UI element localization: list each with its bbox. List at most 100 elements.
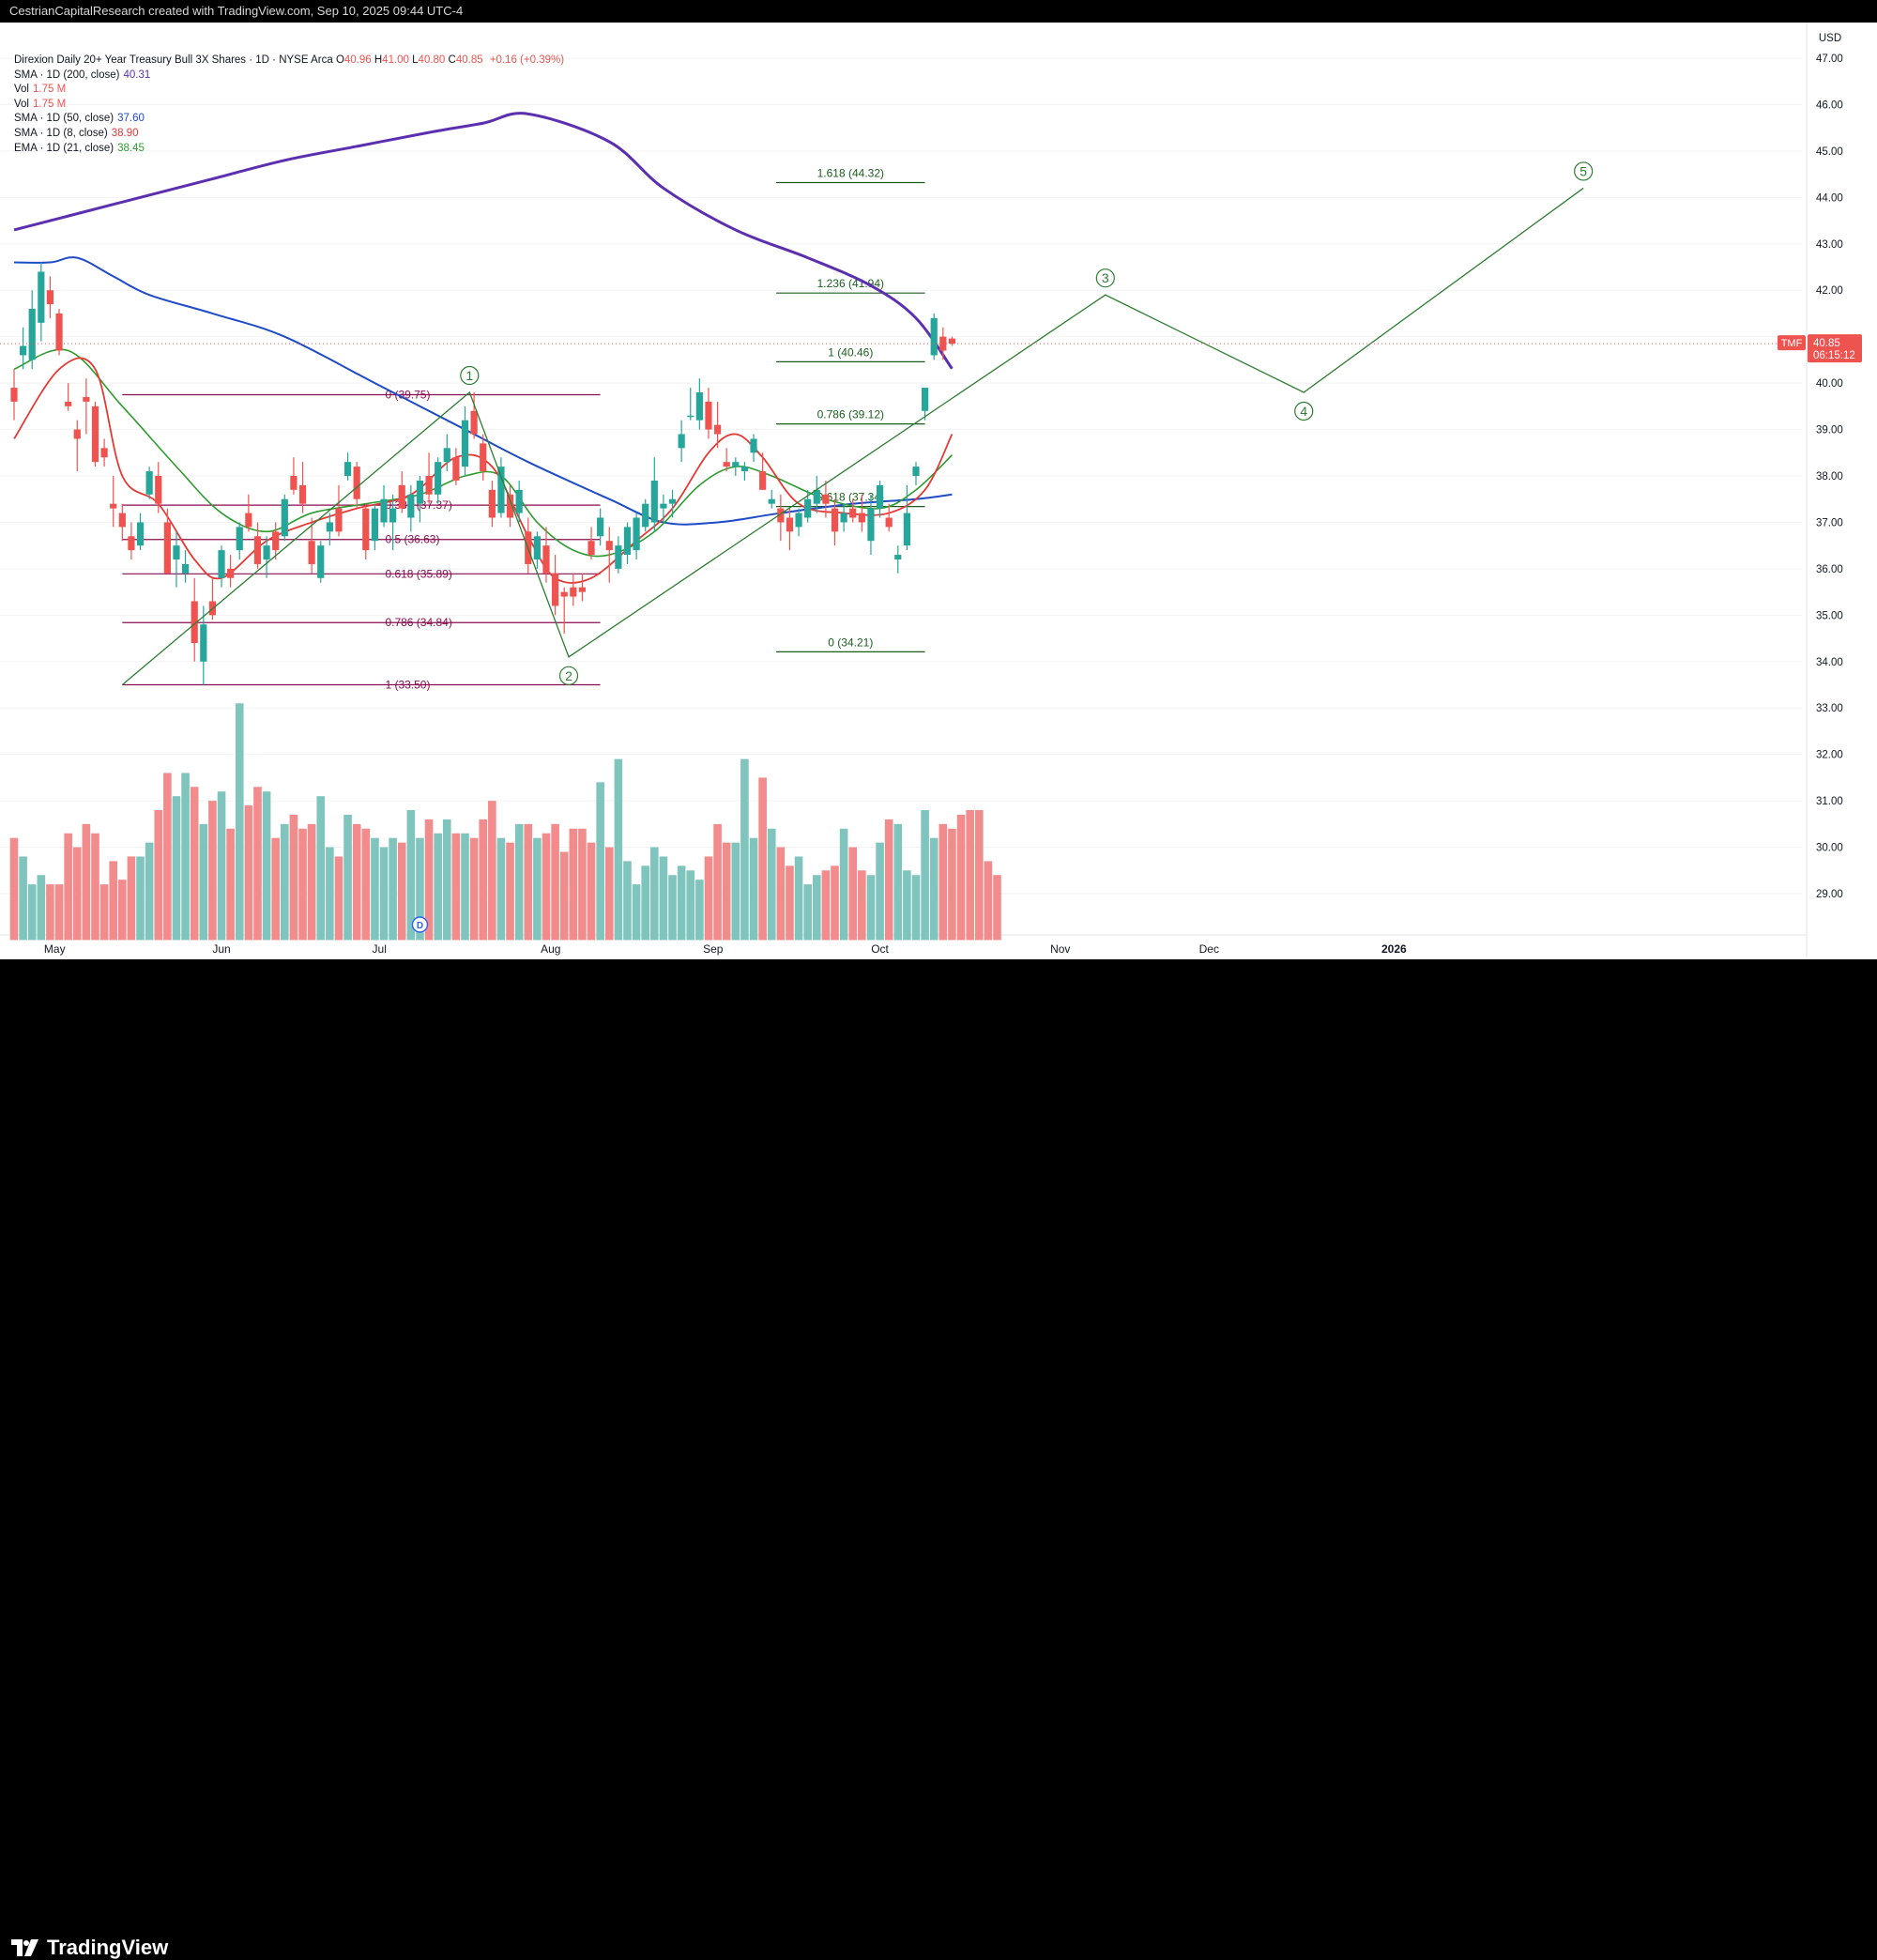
fib-ext-label: 1.236 (41.94): [817, 277, 884, 290]
volume-bar: [559, 851, 569, 941]
volume-bar: [740, 758, 749, 941]
candle: [713, 401, 722, 449]
volume-bar: [722, 842, 731, 941]
price-chart[interactable]: 0 (39.75)0.382 (37.37)0.5 (36.63)0.618 (…: [0, 23, 1877, 959]
candle: [560, 587, 568, 635]
candle: [930, 313, 938, 360]
symbol-tag-text: TMF: [1781, 338, 1803, 349]
volume-bar: [307, 823, 316, 941]
volume-bar: [389, 837, 397, 941]
volume-bar: [767, 828, 776, 941]
last-price-tag: [1808, 334, 1862, 363]
candle: [777, 494, 785, 542]
legend-indicator-value: 38.45: [117, 142, 145, 154]
candle-body: [326, 522, 333, 532]
candle-body: [38, 271, 45, 323]
candle: [425, 452, 433, 504]
candle-body: [272, 531, 280, 551]
candle-body: [253, 536, 262, 564]
candle-body: [876, 484, 884, 509]
volume-bar: [542, 833, 551, 941]
candle-body: [452, 457, 460, 481]
fib-extension: 1.618 (44.32) 1.236 (41.94) 1 (40.46) 0.786…: [776, 167, 925, 652]
candle: [362, 503, 370, 559]
candle: [281, 494, 288, 542]
candle-body: [191, 601, 198, 643]
volume-bar: [966, 810, 974, 941]
candle-body: [353, 467, 360, 499]
candle-body: [795, 513, 802, 528]
credit-bar: CestrianCapitalResearch created with Tra…: [0, 0, 1877, 23]
candle: [885, 503, 893, 532]
volume-bar: [145, 842, 154, 941]
legend-indicator-label: SMA · 1D (200, close): [14, 69, 120, 81]
candle-body: [633, 517, 640, 551]
volume-bar: [641, 865, 649, 941]
volume-bar: [379, 847, 389, 941]
candle-body: [615, 545, 622, 569]
candle-body: [533, 536, 541, 559]
time-tick-label: Sep: [703, 942, 724, 956]
volume-bar: [451, 833, 461, 941]
currency-label: USD: [1819, 33, 1841, 44]
volume-bar: [984, 861, 993, 941]
candle-body: [281, 498, 288, 537]
legend-indicator-label: Vol: [14, 84, 29, 96]
candle-body: [849, 508, 857, 518]
candle-body: [831, 508, 839, 532]
candle-body: [28, 309, 36, 360]
volume-bar: [731, 842, 740, 941]
volume-bar: [821, 870, 831, 941]
candle-body: [55, 313, 63, 351]
candle: [750, 434, 757, 463]
volume-bar: [604, 847, 614, 941]
candle: [218, 545, 225, 588]
candle-body: [885, 517, 893, 528]
candle-body: [407, 494, 415, 518]
time-tick-label: Dec: [1199, 942, 1219, 956]
price-tick-label: 35.00: [1816, 610, 1843, 621]
price-tick-label: 40.00: [1816, 378, 1843, 390]
volume-bar: [659, 856, 668, 941]
legend-indicator-row[interactable]: SMA · 1D (8, close) 38.90: [14, 127, 564, 142]
candle: [867, 494, 875, 556]
legend-indicator-row[interactable]: Vol 1.75 M: [14, 98, 564, 113]
candle-body: [713, 424, 722, 435]
legend-indicator-row[interactable]: Vol 1.75 M: [14, 83, 564, 98]
candle: [181, 550, 190, 583]
fib-level-label: 0.5 (36.63): [385, 533, 439, 546]
volume-bar: [235, 703, 244, 941]
chart-pane[interactable]: 0 (39.75) 0.382 (37.37) 0.5 (36.63) 0.618 (…: [0, 23, 1877, 959]
legend-ohlc-value: 41.00: [382, 54, 409, 66]
fib-level-label: 0 (39.75): [385, 388, 430, 401]
candle: [38, 262, 45, 342]
volume-bar: [424, 819, 434, 941]
legend-indicator-label: SMA · 1D (50, close): [14, 113, 114, 125]
tradingview-logo[interactable]: TradingView: [11, 1936, 168, 1960]
brand-name: TradingView: [47, 1936, 169, 1959]
candle: [894, 545, 902, 574]
candle: [597, 508, 604, 546]
volume-bar: [551, 823, 559, 941]
volume-bar: [253, 787, 262, 941]
wave-label-text: 3: [1102, 270, 1109, 285]
candle-body: [515, 489, 523, 513]
candle-body: [705, 401, 712, 430]
volume-bar: [64, 833, 72, 941]
volume-bar: [758, 777, 767, 941]
price-tick-label: 46.00: [1816, 100, 1843, 111]
candle: [588, 527, 595, 559]
volume-bar: [416, 837, 424, 941]
volume-bar: [434, 833, 442, 941]
volume-bar: [406, 810, 416, 941]
candle-body: [786, 517, 794, 532]
volume-bar: [786, 865, 794, 941]
candle-body: [470, 410, 478, 435]
legend-indicator-row[interactable]: SMA · 1D (200, close) 40.31: [14, 69, 564, 84]
legend-indicator-row[interactable]: EMA · 1D (21, close) 38.45: [14, 142, 564, 157]
candle-body: [578, 587, 587, 592]
legend-indicator-row[interactable]: SMA · 1D (50, close) 37.60: [14, 112, 564, 127]
time-tick-label: May: [44, 942, 66, 956]
candle-body: [163, 522, 171, 574]
elliott-wave: 1 2 3 4 5 D: [121, 161, 1594, 933]
